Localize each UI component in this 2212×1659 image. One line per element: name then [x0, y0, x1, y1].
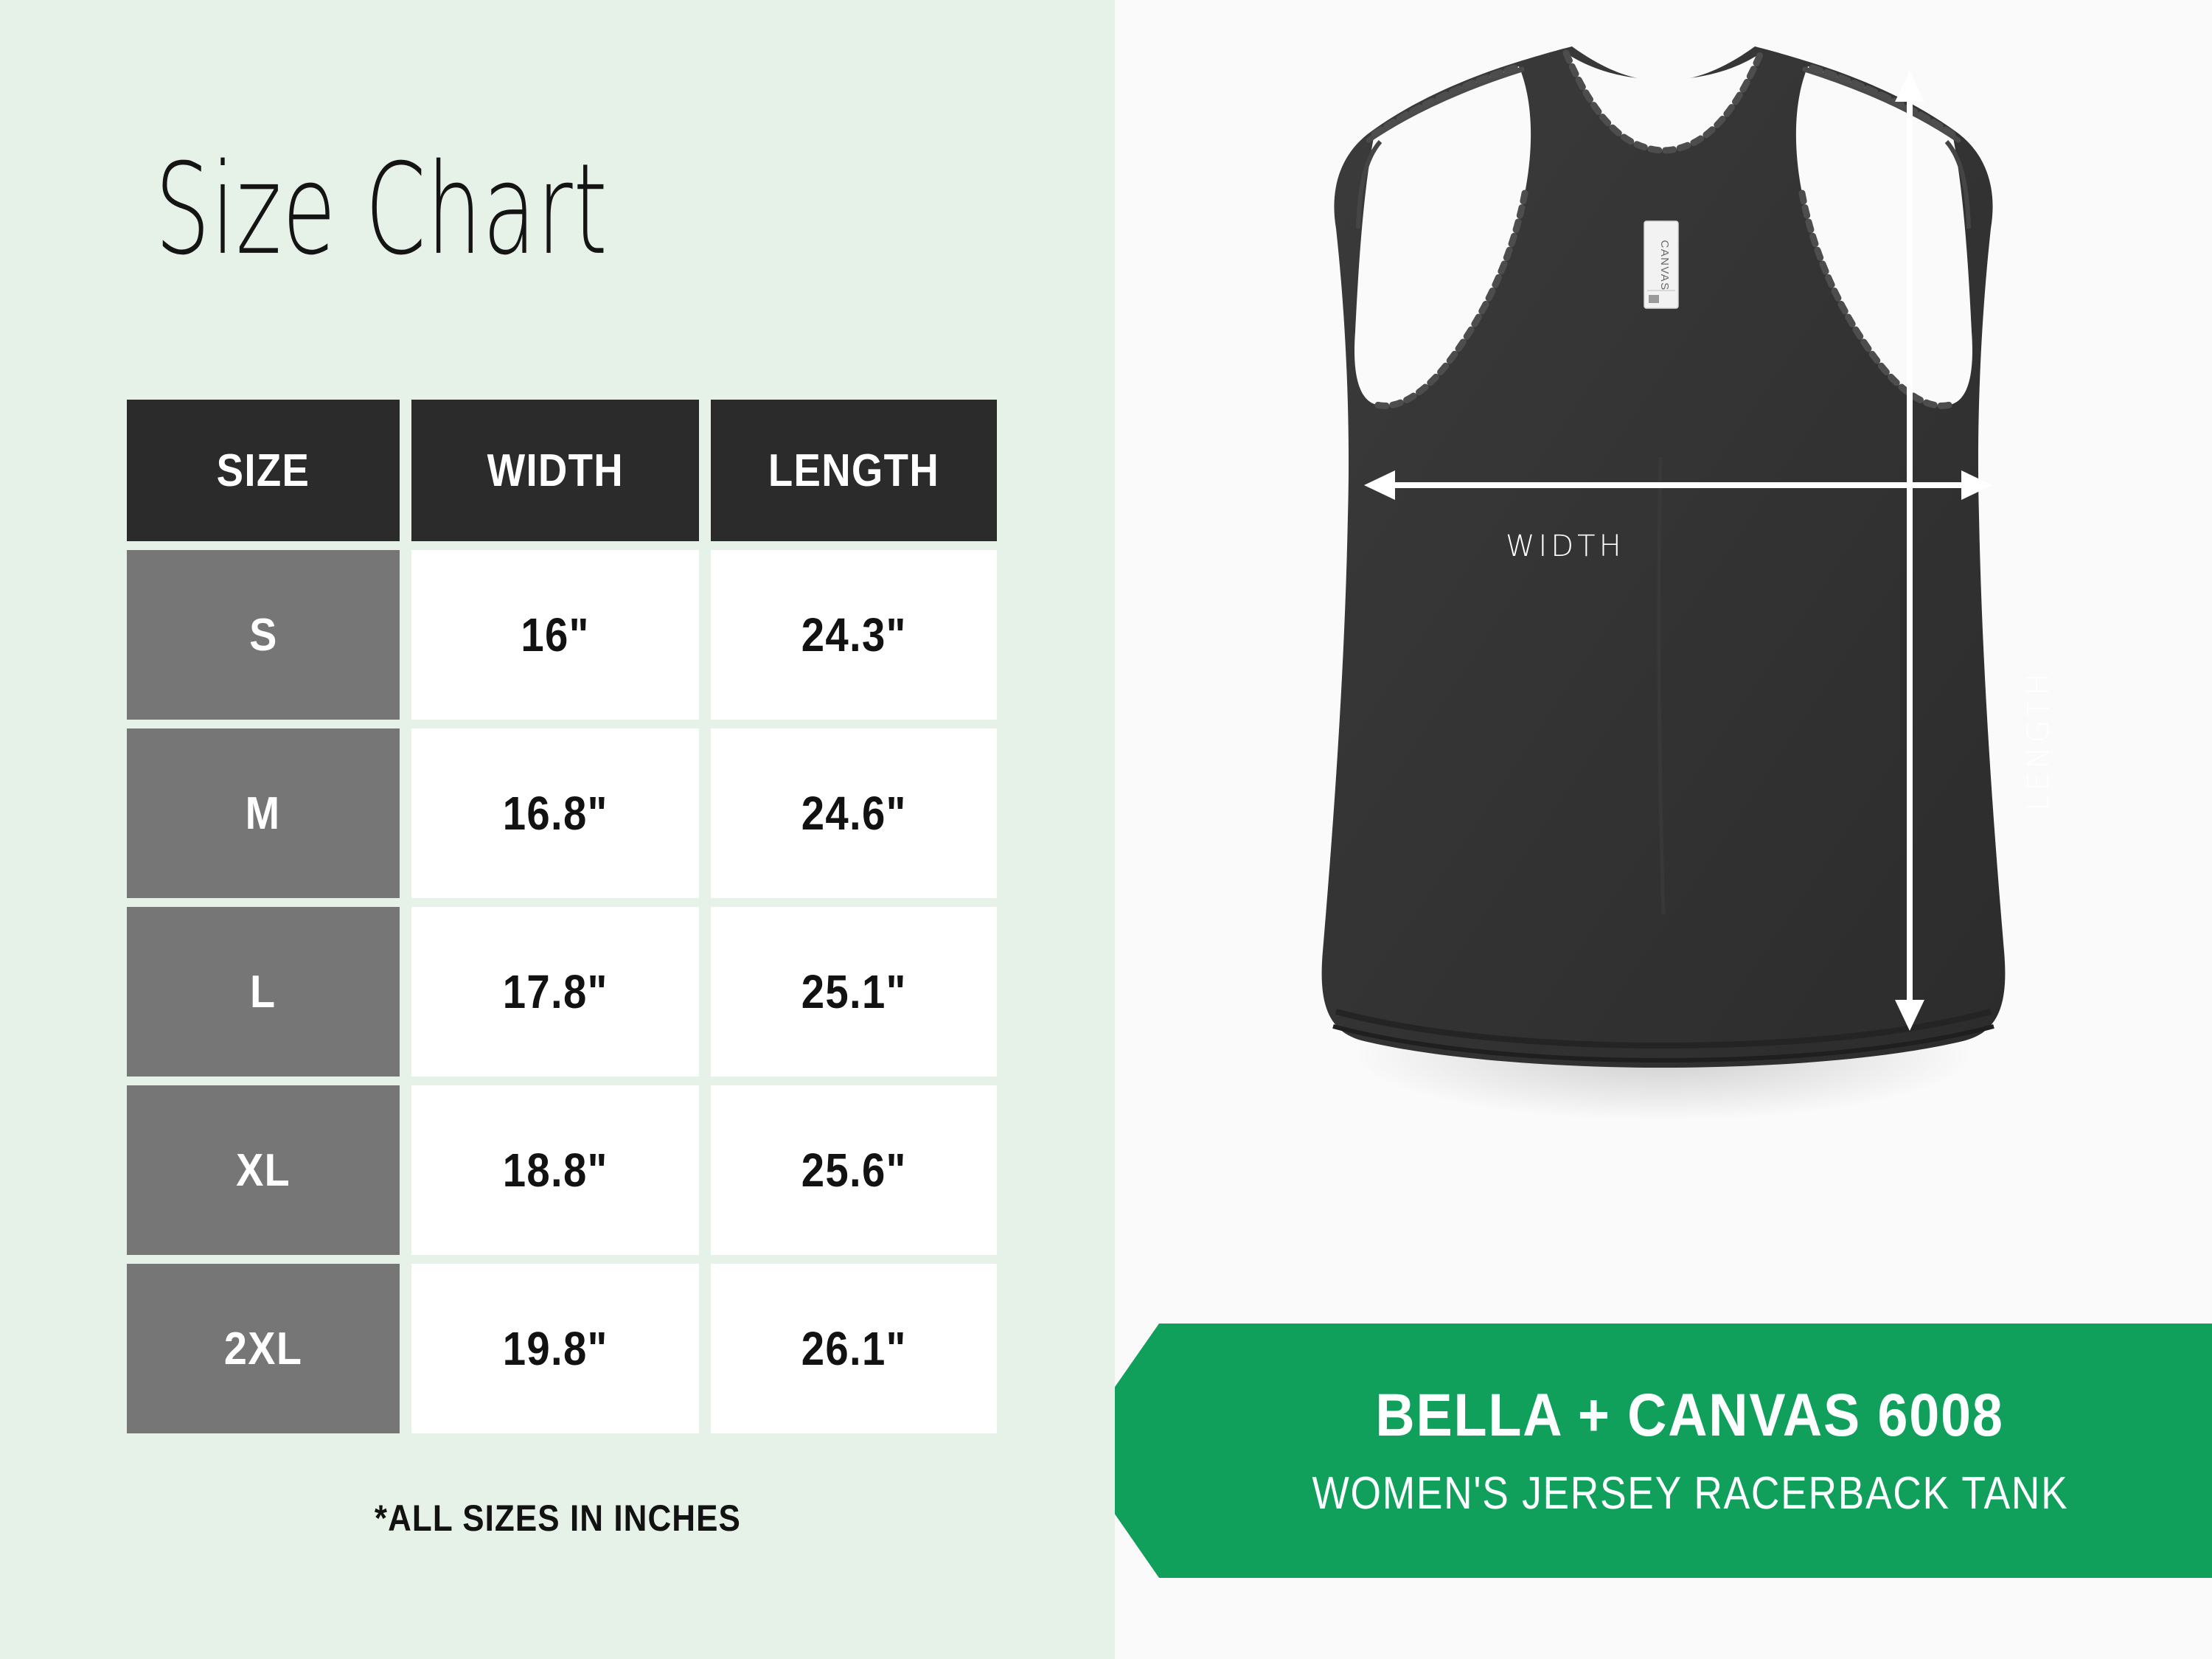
garment-photo: CANVAS: [1115, 0, 2212, 1327]
units-footnote-label: *ALL SIZES IN INCHES: [374, 1498, 741, 1539]
tank-body: [1321, 46, 2006, 1068]
cell-length: 25.6": [711, 1085, 997, 1255]
cell-size: 2XL: [127, 1264, 400, 1433]
armhole-stitch-right: [1798, 189, 1956, 409]
product-banner-title-text: BELLA + CANVAS 6008: [1375, 1381, 2005, 1449]
neckline-stitch: [1562, 49, 1764, 154]
product-banner-subtitle-text: WOMEN'S JERSEY RACERBACK TANK: [1312, 1467, 2068, 1519]
column-header-size-label: SIZE: [216, 445, 310, 496]
armhole-right: [1795, 66, 1972, 406]
strap-seam-left: [1366, 66, 1525, 143]
cell-length-value: 24.3": [801, 608, 907, 661]
cell-length: 24.6": [711, 728, 997, 898]
width-arrow-head-left: [1364, 470, 1395, 500]
column-header-length-label: LENGTH: [768, 445, 940, 496]
column-header-width: WIDTH: [411, 400, 699, 541]
cell-size-label: L: [250, 966, 276, 1018]
width-measure-arrow: [1364, 470, 1992, 500]
length-arrow-head-top: [1895, 71, 1924, 102]
fabric-crease: [1657, 456, 1666, 915]
cell-size-label: M: [246, 787, 281, 839]
cell-length-value: 25.6": [801, 1144, 907, 1197]
armhole-stitch-top-right: [1804, 63, 1956, 138]
armhole-stitch-top-left: [1371, 63, 1523, 138]
column-header-length: LENGTH: [711, 400, 997, 541]
table-row: 2XL 19.8" 26.1": [127, 1264, 997, 1433]
cell-length-value: 26.1": [801, 1322, 907, 1375]
hem-stitch-lower: [1332, 1024, 1994, 1063]
length-arrow-head-bottom: [1895, 1000, 1924, 1031]
cell-width-value: 18.8": [502, 1144, 608, 1197]
product-banner-title: BELLA + CANVAS 6008: [1340, 1385, 2039, 1446]
cell-size-label: XL: [235, 1144, 291, 1196]
cell-width-value: 17.8": [502, 965, 608, 1018]
size-chart-table: SIZE WIDTH LENGTH S 16" 24.3" M 16.8" 24…: [127, 400, 997, 1442]
cell-width: 16.8": [411, 728, 699, 898]
page-title: Size Chart: [155, 136, 608, 283]
armhole-stitch-left: [1371, 189, 1528, 409]
brand-label-text: CANVAS: [1658, 240, 1671, 291]
table-row: L 17.8" 25.1": [127, 907, 997, 1077]
hem-stitch-upper: [1335, 1009, 1992, 1049]
cell-length-value: 24.6": [801, 787, 907, 840]
brand-label: CANVAS: [1644, 220, 1679, 309]
product-banner: BELLA + CANVAS 6008 WOMEN'S JERSEY RACER…: [1115, 1324, 2212, 1578]
left-panel: Size Chart SIZE WIDTH LENGTH S 16" 24.3"…: [0, 0, 1115, 1659]
cell-size: XL: [127, 1085, 400, 1255]
width-arrow-head-right: [1961, 470, 1992, 500]
cell-size: L: [127, 907, 400, 1077]
product-banner-subtitle: WOMEN'S JERSEY RACERBACK TANK: [1251, 1467, 2130, 1519]
cell-length-value: 25.1": [801, 965, 907, 1018]
table-header-row: SIZE WIDTH LENGTH: [127, 400, 997, 541]
cell-width: 18.8": [411, 1085, 699, 1255]
strap-seam-right: [1802, 66, 1961, 143]
cell-size-label: S: [248, 609, 278, 661]
length-measure-arrow: [1895, 71, 1924, 1031]
armhole-left: [1354, 66, 1531, 406]
cell-length: 26.1": [711, 1264, 997, 1433]
cell-width: 16": [411, 550, 699, 720]
column-header-size: SIZE: [127, 400, 400, 541]
cell-length: 25.1": [711, 907, 997, 1077]
cell-length: 24.3": [711, 550, 997, 720]
table-row: S 16" 24.3": [127, 550, 997, 720]
cell-width: 19.8": [411, 1264, 699, 1433]
table-row: M 16.8" 24.6": [127, 728, 997, 898]
right-panel: CANVAS WI: [1115, 0, 2212, 1659]
cell-size: S: [127, 550, 400, 720]
cell-size-label: 2XL: [223, 1323, 303, 1374]
cell-width-value: 16.8": [502, 787, 608, 840]
cell-width: 17.8": [411, 907, 699, 1077]
cell-width-value: 19.8": [502, 1322, 608, 1375]
strap-seam-left-lower: [1356, 140, 1382, 229]
table-row: XL 18.8" 25.6": [127, 1085, 997, 1255]
strap-seam-right-lower: [1944, 140, 1971, 229]
column-header-width-label: WIDTH: [487, 445, 624, 496]
units-footnote: *ALL SIZES IN INCHES: [0, 1497, 1115, 1540]
cell-size: M: [127, 728, 400, 898]
tank-top-illustration: CANVAS: [1321, 46, 2006, 1121]
cell-width-value: 16": [521, 608, 590, 661]
